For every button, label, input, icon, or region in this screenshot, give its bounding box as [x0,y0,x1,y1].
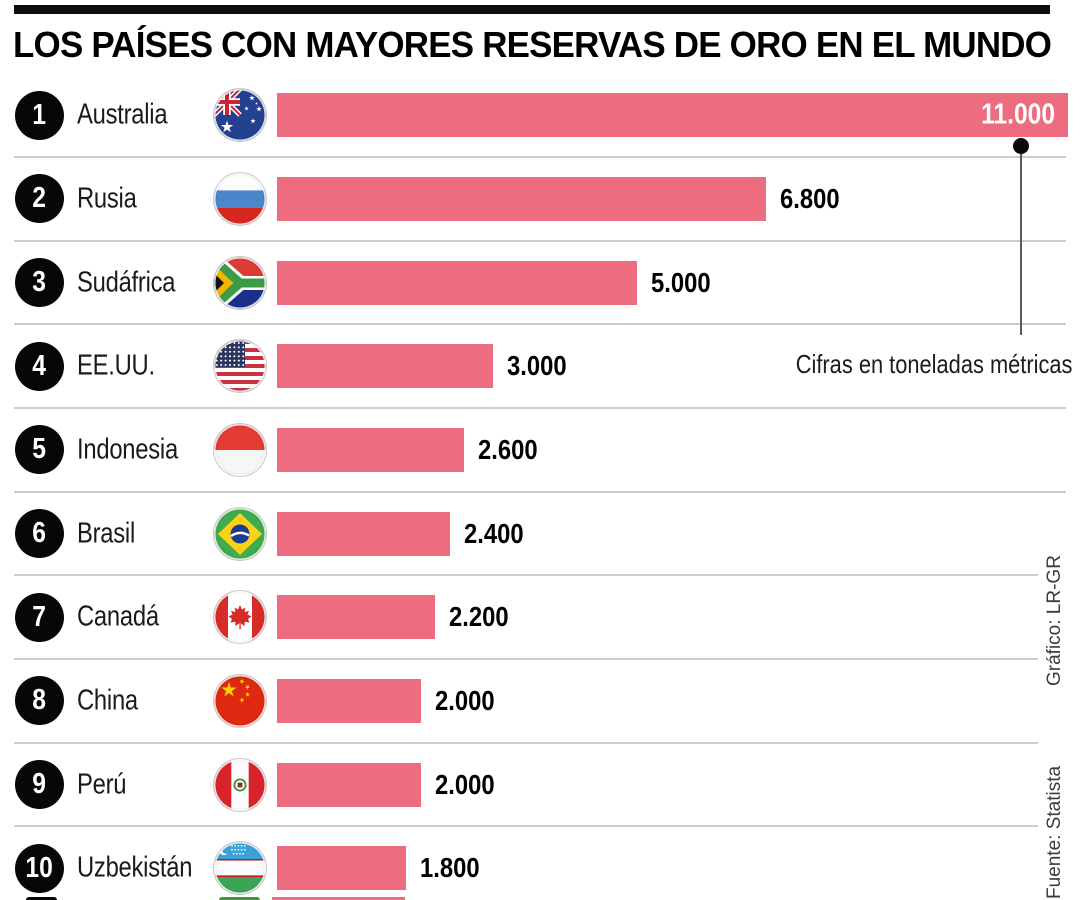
rank-badge: 7 [15,592,64,642]
rank-number: 9 [32,768,47,801]
chart-row: 7 Canadá 2.200 [0,575,1080,661]
chart-row: 9 Perú 2.000 [0,743,1080,828]
rank-number: 7 [32,600,47,633]
partial-row-rank-circle-sliver [26,897,57,900]
value-bar [277,344,493,389]
chart-row: 3 Sudáfrica 5.000 [0,241,1080,326]
chart-row: 10 Uzbekistán 1.800 [0,826,1080,900]
rank-number: 6 [32,517,47,550]
row-separator [14,658,1038,661]
rank-badge: 10 [15,843,64,893]
country-label: Indonesia [77,433,178,466]
row-separator [14,323,1066,326]
value-bar [277,678,421,723]
country-label: Brasil [77,517,135,550]
value-bar [277,762,421,807]
rank-badge: 6 [15,509,64,559]
value-label: 11.000 [980,98,1055,131]
partial-row-bar-sliver [272,897,405,900]
value-label: 6.800 [780,182,840,214]
value-bar: 11.000 [277,93,1068,138]
chart-row: 6 Brasil 2.400 [0,492,1080,577]
flag-usa [214,340,266,393]
rank-number: 2 [32,182,47,215]
annotation-label: Cifras en toneladas métricas [795,349,1072,379]
value-bar [277,427,464,472]
country-label: Sudáfrica [77,266,176,299]
rank-number: 5 [32,433,47,466]
credit-graphic: Gráfico: LR-GR [1044,555,1065,686]
rank-number: 4 [32,349,47,382]
value-label: 3.000 [507,350,567,382]
value-label: 2.000 [435,684,495,716]
value-bar [277,846,406,891]
rank-badge: 1 [15,90,64,140]
country-label: Australia [77,98,168,131]
flag-indonesia [214,423,266,476]
country-label: Uzbekistán [77,851,193,884]
page-title: LOS PAÍSES CON MAYORES RESERVAS DE ORO E… [13,24,1052,65]
rank-badge: 5 [15,425,64,475]
country-label: EE.UU. [77,349,155,382]
rank-number: 8 [32,684,47,717]
rank-badge: 2 [15,174,64,224]
row-separator [14,156,1066,159]
value-label: 5.000 [651,266,711,298]
annotation-dot-icon [1013,138,1029,154]
rank-number: 1 [32,98,47,131]
value-label: 2.400 [464,517,524,549]
flag-south-africa [214,256,266,309]
chart-row: 4 EE.UU. 3.000 [0,324,1080,410]
value-bar [277,260,637,305]
row-separator [14,825,1038,828]
flag-canada [214,591,266,644]
rank-badge: 4 [15,341,64,391]
chart-row: 8 China 2.000 [0,659,1080,744]
value-bar [277,176,766,221]
row-separator [14,407,1066,410]
value-label: 2.600 [478,433,538,465]
credit-source: Fuente: Statista [1044,765,1065,899]
chart-row: 5 Indonesia 2.600 [0,408,1080,493]
country-label: Canadá [77,600,159,633]
flag-uzbekistan [214,842,266,895]
row-separator [14,239,1066,242]
value-label: 2.000 [435,768,495,800]
value-label: 1.800 [420,852,480,884]
row-separator [14,574,1038,577]
row-separator [14,490,1066,493]
value-bar [277,595,435,640]
value-bar [277,511,450,556]
value-label: 2.200 [449,601,509,633]
flag-australia [214,89,266,142]
flag-brazil [214,507,266,560]
partial-row-green-flag-sliver [219,897,260,900]
flag-russia [214,172,266,225]
flag-china [214,674,266,727]
annotation-line [1020,154,1022,335]
rank-badge: 8 [15,676,64,726]
row-separator [14,741,1038,744]
flag-peru [214,758,266,811]
country-label: China [77,684,138,717]
top-accent-bar [14,5,1050,14]
country-label: Perú [77,768,127,801]
country-label: Rusia [77,182,137,215]
rank-number: 3 [32,266,47,299]
rank-number: 10 [25,851,54,884]
rank-badge: 9 [15,760,64,810]
rank-badge: 3 [15,258,64,308]
chart-row: 2 Rusia 6.800 [0,157,1080,242]
chart-row: 1 Australia 11.000 [0,74,1080,159]
